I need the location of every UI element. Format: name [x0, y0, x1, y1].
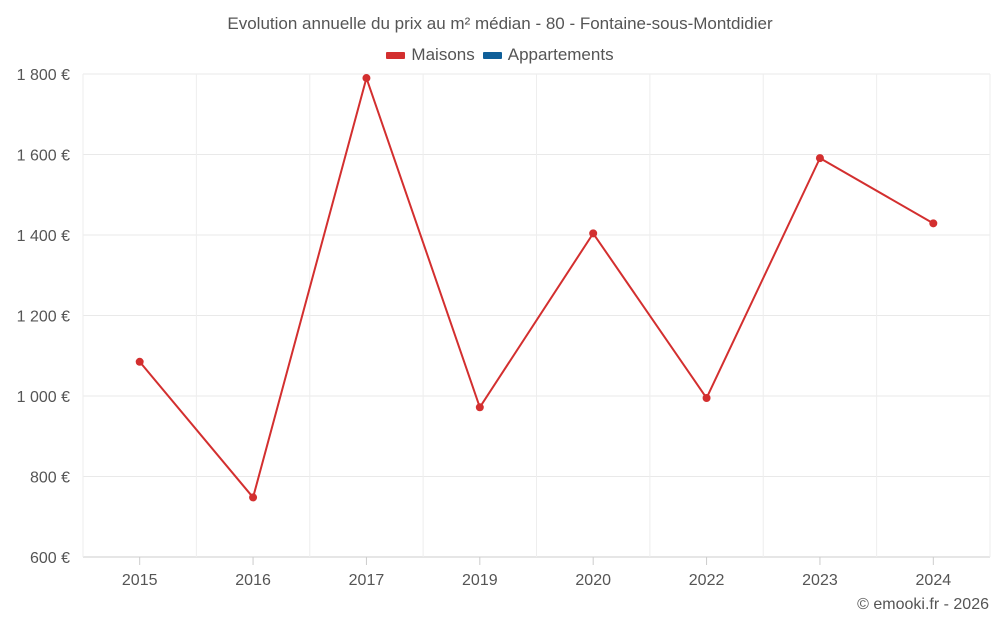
chart-legend: Maisons Appartements: [0, 45, 1000, 65]
x-tick-label: 2023: [802, 572, 838, 589]
legend-item-appartements[interactable]: Appartements: [482, 45, 614, 65]
x-tick-label: 2016: [235, 572, 271, 589]
chart-title: Evolution annuelle du prix au m² médian …: [227, 14, 773, 33]
x-tick-label: 2015: [122, 572, 158, 589]
y-tick-label: 800 €: [30, 470, 70, 487]
data-point-maisons[interactable]: [589, 229, 598, 238]
y-tick-label: 1 600 €: [17, 148, 70, 165]
data-point-maisons[interactable]: [702, 394, 711, 403]
legend-item-maisons[interactable]: Maisons: [386, 45, 475, 65]
x-tick-label: 2020: [575, 572, 611, 589]
legend-swatch-appartements: [482, 51, 502, 59]
y-tick-label: 600 €: [30, 550, 70, 567]
x-tick-label: 2022: [689, 572, 725, 589]
series-line-maisons: [138, 77, 934, 499]
x-tick-label: 2024: [916, 572, 952, 589]
legend-label-maisons: Maisons: [411, 45, 475, 64]
y-tick-label: 1 200 €: [17, 309, 70, 326]
data-point-maisons[interactable]: [475, 403, 484, 412]
y-tick-label: 1 000 €: [17, 389, 70, 406]
x-tick-label: 2017: [349, 572, 385, 589]
data-point-maisons[interactable]: [815, 154, 824, 163]
data-point-maisons[interactable]: [135, 357, 144, 366]
data-point-maisons[interactable]: [249, 493, 258, 502]
credit-text: © emooki.fr - 2026: [857, 596, 989, 613]
data-point-maisons[interactable]: [929, 219, 938, 228]
legend-swatch-maisons: [386, 51, 406, 59]
y-tick-label: 1 800 €: [17, 67, 70, 84]
y-tick-label: 1 400 €: [17, 228, 70, 245]
data-point-maisons[interactable]: [362, 74, 371, 83]
x-tick-label: 2019: [462, 572, 498, 589]
legend-label-appartements: Appartements: [507, 45, 614, 64]
